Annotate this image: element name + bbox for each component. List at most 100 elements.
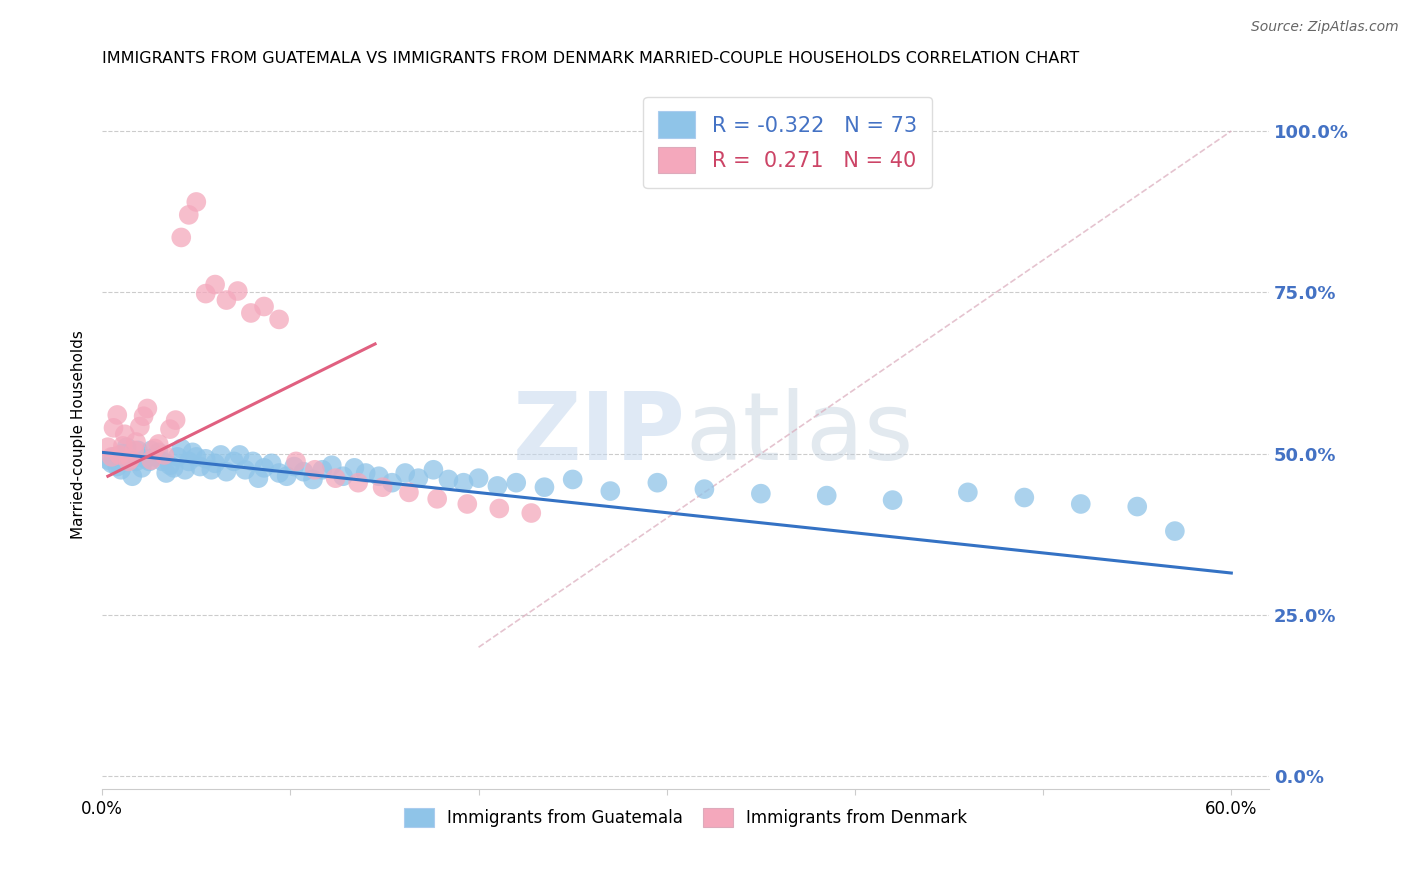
Point (253, 460, 276, 475)
Point (467, 471, 489, 485)
Point (398, 485, 420, 500)
Point (100, 456, 122, 470)
Point (1126, 500, 1149, 514)
Point (488, 501, 510, 516)
Point (148, 445, 170, 459)
Point (325, 471, 347, 485)
Point (120, 453, 142, 467)
Point (143, 450, 166, 464)
Point (97, 453, 120, 467)
Point (371, 480, 394, 494)
Point (332, 469, 354, 483)
Text: ZIP: ZIP (513, 388, 686, 480)
Point (128, 419, 150, 434)
Text: Source: ZipAtlas.com: Source: ZipAtlas.com (1251, 20, 1399, 34)
Point (347, 475, 370, 490)
Point (215, 293, 238, 307)
Point (114, 427, 136, 442)
Point (354, 466, 377, 480)
Point (1164, 524, 1187, 538)
Point (260, 456, 283, 470)
Point (228, 448, 250, 462)
Point (215, 465, 238, 479)
Point (125, 435, 148, 450)
Point (233, 463, 256, 477)
Point (367, 469, 389, 483)
Point (283, 459, 305, 474)
Point (115, 440, 138, 454)
Point (343, 460, 366, 475)
Legend: Immigrants from Guatemala, Immigrants from Denmark: Immigrants from Guatemala, Immigrants fr… (396, 802, 974, 834)
Point (437, 473, 460, 487)
Point (304, 463, 326, 477)
Point (120, 451, 142, 466)
Point (749, 486, 772, 500)
Point (165, 413, 187, 427)
Point (311, 463, 333, 477)
Point (181, 445, 204, 459)
Y-axis label: Married-couple Households: Married-couple Households (72, 330, 86, 539)
Point (97, 440, 120, 454)
Point (269, 312, 291, 326)
Point (103, 450, 125, 464)
Point (422, 463, 444, 477)
Point (882, 493, 904, 508)
Point (153, 448, 176, 462)
Point (204, 277, 226, 292)
Point (394, 466, 416, 480)
Point (100, 450, 122, 464)
Point (159, 422, 181, 436)
Point (136, 401, 159, 416)
Point (200, 463, 222, 477)
Point (186, 450, 208, 464)
Point (125, 454, 148, 468)
Point (239, 306, 262, 320)
Point (103, 421, 125, 435)
Point (253, 300, 276, 314)
Point (111, 447, 134, 461)
Point (292, 465, 315, 479)
Point (486, 479, 509, 493)
Point (155, 466, 177, 480)
Point (105, 408, 128, 422)
Point (111, 439, 134, 453)
Point (139, 453, 162, 467)
Point (139, 443, 162, 458)
Point (194, 451, 217, 466)
Point (242, 454, 264, 468)
Point (520, 506, 543, 520)
Point (108, 448, 131, 462)
Point (956, 485, 979, 500)
Point (170, 230, 193, 244)
Point (226, 284, 249, 298)
Point (117, 454, 139, 468)
Point (1014, 491, 1036, 505)
Point (177, 208, 200, 222)
Point (209, 448, 232, 462)
Point (163, 460, 186, 475)
Point (134, 451, 156, 466)
Point (222, 454, 245, 468)
Point (456, 497, 478, 511)
Point (276, 469, 298, 483)
Point (148, 437, 170, 451)
Point (285, 454, 308, 468)
Point (166, 450, 188, 464)
Point (381, 475, 404, 490)
Point (159, 458, 181, 473)
Point (204, 456, 226, 470)
Point (533, 480, 555, 494)
Point (453, 475, 475, 490)
Point (426, 491, 449, 506)
Point (152, 454, 174, 468)
Point (131, 460, 153, 475)
Point (1070, 497, 1092, 511)
Point (302, 473, 325, 487)
Point (194, 286, 217, 301)
Point (127, 443, 149, 458)
Point (122, 443, 145, 458)
Point (143, 442, 166, 456)
Point (505, 475, 527, 490)
Point (269, 466, 291, 480)
Point (138, 454, 160, 468)
